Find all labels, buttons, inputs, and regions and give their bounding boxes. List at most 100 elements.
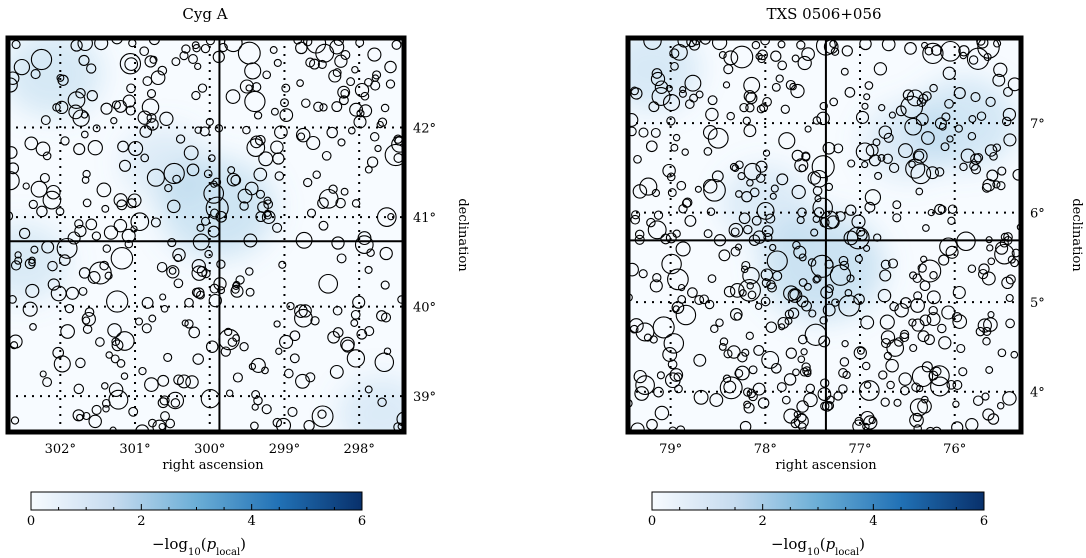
event-circle [1002, 391, 1017, 406]
event-circle [8, 162, 20, 175]
event-circle [1005, 293, 1014, 303]
event-circle [144, 55, 157, 68]
event-circle [770, 50, 782, 62]
event-circle [351, 199, 361, 208]
event-circle [29, 323, 37, 331]
event-circle [972, 395, 984, 406]
event-circle [894, 302, 909, 318]
hotspot [122, 126, 208, 201]
colorbar-tick-label: 4 [248, 514, 256, 529]
event-circle [722, 374, 732, 384]
event-circle [667, 359, 678, 370]
event-circle [791, 54, 800, 63]
event-circle [729, 162, 739, 172]
event-circle [1003, 133, 1017, 147]
event-circle [317, 197, 329, 209]
event-circle [791, 149, 804, 162]
event-circle [812, 116, 822, 125]
event-circle [760, 296, 771, 307]
event-circle [739, 102, 749, 113]
event-circle [737, 172, 746, 181]
event-circle [833, 143, 844, 154]
event-circle [737, 351, 748, 363]
event-circle [244, 62, 262, 80]
event-circle [628, 262, 639, 277]
event-circle [635, 375, 655, 395]
event-circle [179, 51, 189, 61]
event-circle [337, 138, 346, 147]
event-circle [687, 287, 698, 298]
event-circle [146, 118, 159, 131]
event-circle [159, 395, 170, 406]
event-circle [662, 163, 676, 178]
event-circle [306, 208, 317, 218]
event-circle [35, 141, 51, 157]
event-circle [91, 404, 102, 415]
event-circle [8, 146, 18, 159]
event-circle [839, 260, 850, 271]
event-circle [798, 164, 807, 173]
event-circle [801, 300, 812, 312]
event-circle [665, 84, 673, 92]
event-circle [810, 228, 819, 237]
event-circle [917, 398, 932, 414]
event-circle [863, 244, 871, 252]
event-circle [239, 79, 254, 94]
event-circle [873, 62, 888, 76]
event-circle [922, 42, 944, 65]
y-axis-label: declination [455, 198, 470, 272]
event-circle [913, 291, 923, 301]
event-circle [665, 232, 677, 244]
event-circle [137, 110, 152, 125]
event-circle [977, 38, 1000, 59]
event-circle [656, 371, 665, 380]
panel-title: TXS 0506+056 [766, 5, 881, 23]
event-circle [146, 89, 157, 99]
event-circle [938, 336, 952, 350]
event-circle [743, 124, 757, 138]
event-circle [894, 337, 904, 347]
event-circle [956, 343, 966, 354]
event-circle [976, 111, 987, 121]
event-circle [22, 301, 38, 317]
event-circle [312, 170, 321, 179]
event-circle [364, 326, 375, 337]
event-circle [364, 265, 373, 274]
event-circle [207, 154, 216, 162]
event-circle [829, 97, 839, 107]
event-circle [42, 377, 53, 388]
event-circle [729, 283, 745, 298]
event-circle [124, 57, 139, 71]
event-circle [801, 362, 811, 372]
event-circle [669, 368, 684, 382]
event-circle [139, 125, 153, 138]
event-circle [125, 105, 136, 116]
event-circle [797, 334, 808, 345]
x-tick-label: 298° [344, 442, 375, 457]
event-circle [880, 259, 891, 270]
event-circle [766, 250, 788, 272]
event-circle [989, 151, 998, 161]
event-circle [101, 382, 109, 390]
event-circle [22, 182, 30, 190]
event-circle [650, 71, 666, 87]
event-circle [769, 243, 777, 252]
event-circle [676, 180, 687, 191]
event-circle [670, 143, 679, 152]
event-circle [278, 260, 287, 269]
source-crosshair [8, 38, 404, 432]
event-circle [200, 43, 211, 54]
event-circle [303, 38, 313, 47]
event-circle [172, 174, 181, 184]
event-circle [113, 218, 128, 233]
event-circle [898, 143, 913, 159]
event-circle [65, 286, 79, 300]
x-tick-labels: 302° 301° 300° 299° 298° [45, 442, 375, 457]
event-circle [317, 59, 327, 69]
event-circle [309, 58, 320, 70]
event-circle [289, 330, 301, 342]
event-circle [912, 148, 928, 164]
event-circle [985, 366, 994, 374]
event-circle [798, 278, 808, 287]
event-circle [816, 111, 830, 126]
